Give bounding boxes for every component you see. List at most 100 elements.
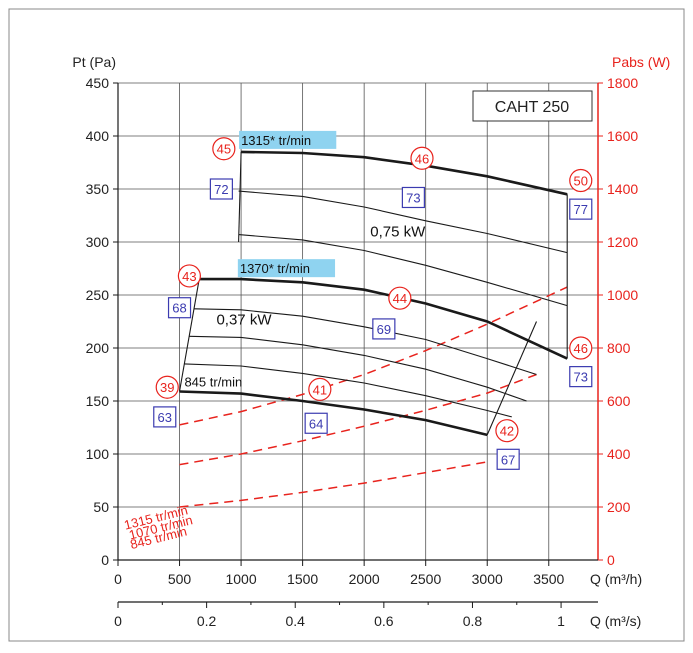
noise-level-circle (495, 419, 519, 443)
y-left-tick-label: 450 (86, 75, 110, 91)
operating-region-boundary (238, 151, 242, 243)
y-left-tick-label: 350 (86, 181, 110, 197)
x-top-tick-label: 2000 (349, 571, 380, 587)
pressure-curve-line (238, 190, 568, 254)
noise-level-circle (410, 146, 434, 170)
x-top-tick-label: 2500 (410, 571, 441, 587)
pressure-curves-layer (178, 150, 568, 437)
y-left-tick-label: 0 (101, 552, 109, 568)
noise-level-circle-value: 46 (574, 341, 588, 356)
x-bottom-tick-label: 1 (557, 613, 565, 629)
annotations-layer: 1315* tr/min 1370* tr/min 845 tr/min 0,75 k… (122, 130, 593, 552)
noise-level-box (401, 186, 425, 209)
noise-level-box-value: 64 (309, 416, 323, 431)
speed-label: 845 tr/min (184, 375, 242, 390)
y-right-tick-label: 1600 (607, 128, 638, 144)
model-title-box (472, 90, 593, 122)
noise-level-circle (569, 168, 593, 193)
x-top-tick-label: 3500 (533, 571, 564, 587)
noise-level-box-value: 73 (406, 190, 420, 205)
noise-level-circle-value: 50 (574, 174, 588, 189)
pressure-curve-line (238, 234, 568, 307)
speed-label: 1370* tr/min (240, 261, 310, 276)
y-left-axis-title: Pt (Pa) (72, 54, 116, 70)
noise-level-box (304, 412, 328, 434)
operating-region-boundary (178, 279, 200, 392)
noise-level-box (569, 198, 593, 220)
y-right-tick-label: 1000 (607, 287, 638, 303)
noise-level-circle (569, 336, 593, 360)
power-curve-line (179, 373, 537, 466)
y-right-tick-label: 200 (607, 499, 631, 515)
y-left-tick-label: 300 (86, 234, 110, 250)
y-left-tick-label: 100 (86, 446, 110, 462)
noise-level-circle (177, 264, 201, 288)
x-top-axis-title: Q (m³/h) (590, 571, 642, 587)
noise-level-box-value: 77 (574, 202, 588, 217)
pressure-curve-line (194, 308, 537, 376)
noise-level-circle (308, 377, 332, 401)
noise-level-circle (388, 286, 412, 310)
noise-level-box (496, 448, 520, 470)
x-top-tick-label: 1000 (225, 571, 256, 587)
power-curves-layer (179, 286, 568, 508)
power-curve-line (179, 286, 568, 426)
noise-level-circle-value: 44 (393, 291, 407, 306)
noise-level-box-value: 69 (377, 322, 391, 337)
x-top-tick-label: 0 (114, 571, 122, 587)
noise-level-circle-value: 43 (182, 269, 196, 284)
noise-level-box-value: 67 (501, 452, 515, 467)
power-curve-line (179, 461, 488, 508)
x-top-tick-label: 3000 (472, 571, 503, 587)
y-left-tick-label: 150 (86, 393, 110, 409)
x-bottom-tick-label: 0.8 (463, 613, 483, 629)
motor-power-label: 0,75 kW (370, 224, 426, 241)
speed-label-highlight (237, 259, 336, 278)
x-top-tick-label: 1500 (287, 571, 318, 587)
noise-level-circle-value: 39 (160, 380, 174, 395)
noise-level-circle-value: 41 (313, 382, 327, 397)
noise-level-circle (212, 137, 236, 161)
y-right-tick-label: 1400 (607, 181, 638, 197)
y-right-tick-label: 1800 (607, 75, 638, 91)
pressure-curve-line (184, 363, 512, 418)
pressure-curve-line (199, 277, 568, 360)
noise-level-box (167, 297, 192, 319)
model-title: CAHT 250 (495, 99, 570, 116)
noise-level-circle (155, 375, 179, 399)
x-bottom-tick-label: 0.4 (285, 613, 305, 629)
x-top-tick-label: 500 (168, 571, 192, 587)
x-bottom-tick-label: 0 (114, 613, 122, 629)
noise-level-box (569, 366, 593, 388)
x-bottom-axis-title: Q (m³/s) (590, 613, 641, 629)
noise-level-circle-value: 42 (500, 424, 514, 439)
noise-level-box-value: 68 (172, 301, 186, 316)
y-left-tick-label: 50 (93, 499, 109, 515)
y-right-tick-label: 0 (607, 552, 615, 568)
y-left-tick-label: 200 (86, 340, 110, 356)
noise-level-circle-value: 45 (217, 142, 231, 157)
y-right-tick-label: 1200 (607, 234, 638, 250)
y-right-axis-title: Pabs (W) (612, 54, 670, 70)
noise-level-circle-value: 46 (415, 151, 429, 166)
x-bottom-tick-label: 0.2 (197, 613, 217, 629)
y-right-tick-label: 400 (607, 446, 631, 462)
noise-level-box-value: 73 (574, 370, 588, 385)
motor-power-label: 0,37 kW (216, 312, 272, 329)
noise-level-box-value: 63 (158, 410, 172, 425)
y-left-tick-label: 400 (86, 128, 110, 144)
noise-level-box (372, 318, 396, 340)
noise-level-box-value: 72 (214, 182, 228, 197)
speed-label-highlight (239, 130, 337, 149)
operating-region-boundary (486, 321, 538, 436)
pressure-curve-line (189, 335, 527, 402)
x-bottom-tick-label: 0.6 (374, 613, 394, 629)
y-left-tick-label: 250 (86, 287, 110, 303)
pressure-curve-line (179, 390, 488, 437)
title-layer: CAHT 250 (472, 90, 593, 122)
noise-level-box (153, 406, 177, 428)
pressure-curve-line (241, 150, 568, 196)
